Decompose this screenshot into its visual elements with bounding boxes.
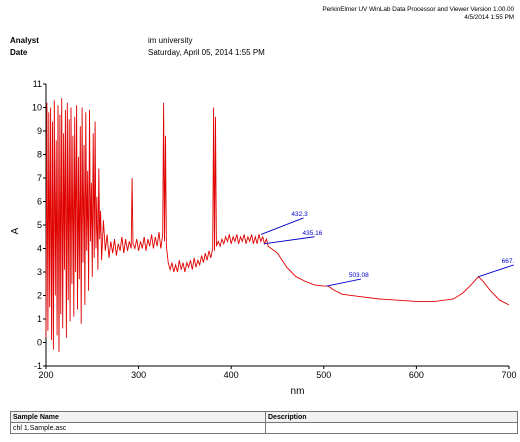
y-tick-label: 8 bbox=[37, 150, 42, 160]
y-tick-label: 5 bbox=[37, 220, 42, 230]
y-tick-label: 4 bbox=[37, 244, 42, 254]
analyst-label: Analyst bbox=[10, 36, 39, 45]
y-tick-label: 0 bbox=[37, 338, 42, 348]
date-label: Date bbox=[10, 48, 28, 57]
y-axis-label: A bbox=[10, 227, 21, 234]
date-value: Saturday, April 05, 2014 1:55 PM bbox=[148, 48, 265, 57]
sample-table: Sample Name Description chl 1.Sample.asc bbox=[10, 411, 518, 434]
absorbance-spectrum-chart: -1 0 1 2 3 4 5 6 7 8 9 10 11 200 300 400 500 600 700 nm A 43… bbox=[10, 79, 517, 397]
y-tick-label: 6 bbox=[37, 197, 42, 207]
analyst-value: im university bbox=[148, 36, 193, 45]
y-tick-label: 11 bbox=[33, 79, 42, 89]
annotation-label: 432.3 bbox=[291, 211, 308, 218]
annotation-leader bbox=[263, 236, 315, 245]
description-header: Description bbox=[265, 411, 518, 423]
description-cell bbox=[265, 422, 518, 434]
annotation-leader bbox=[478, 264, 514, 278]
peak-annotations: 432.3 435.16 503.08 667. bbox=[260, 211, 515, 287]
software-version: PerkinElmer UV WinLab Data Processor and… bbox=[322, 6, 514, 13]
report-datetime: 4/5/2014 1:55 PM bbox=[464, 14, 514, 21]
chart-marks bbox=[45, 98, 510, 352]
y-tick-label: -1 bbox=[34, 361, 42, 371]
annotation-label: 435.16 bbox=[303, 230, 323, 237]
report-header: PerkinElmer UV WinLab Data Processor and… bbox=[322, 6, 514, 22]
x-tick-label: 400 bbox=[224, 370, 239, 380]
sample-name-cell: chl 1.Sample.asc bbox=[10, 422, 266, 434]
annotation-leader bbox=[326, 278, 361, 287]
x-tick-label: 200 bbox=[38, 370, 53, 380]
y-tick-label: 10 bbox=[32, 103, 42, 113]
x-tick-label: 600 bbox=[409, 370, 424, 380]
x-tick-label: 300 bbox=[131, 370, 146, 380]
x-tick-label: 700 bbox=[501, 370, 516, 380]
sample-name-header: Sample Name bbox=[10, 411, 266, 423]
y-tick-label: 3 bbox=[37, 267, 42, 277]
annotation-leader bbox=[260, 217, 304, 235]
table-row: chl 1.Sample.asc bbox=[10, 422, 518, 434]
x-axis-label: nm bbox=[291, 386, 305, 397]
chart-axes: -1 0 1 2 3 4 5 6 7 8 9 10 11 200 300 400 500 600 700 nm A bbox=[10, 79, 517, 397]
spectrum-line bbox=[45, 98, 510, 352]
annotation-label: 667. bbox=[502, 258, 515, 265]
annotation-label: 503.08 bbox=[349, 272, 369, 279]
y-tick-label: 9 bbox=[37, 126, 42, 136]
x-tick-label: 500 bbox=[316, 370, 331, 380]
y-tick-label: 1 bbox=[37, 314, 42, 324]
y-tick-label: 2 bbox=[37, 291, 42, 301]
y-tick-label: 7 bbox=[37, 173, 42, 183]
